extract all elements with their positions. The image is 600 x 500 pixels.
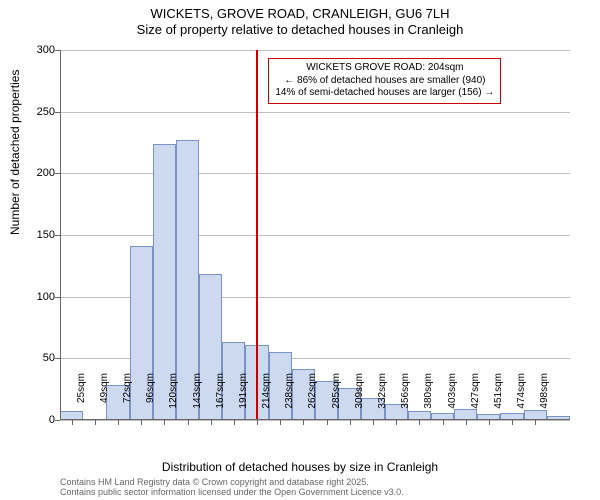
x-tick-label: 191sqm [238, 373, 249, 423]
x-tick-label: 332sqm [377, 373, 388, 423]
x-tick-label: 380sqm [423, 373, 434, 423]
x-tick-label: 72sqm [122, 373, 133, 423]
x-tick-mark [188, 420, 189, 425]
x-tick-mark [327, 420, 328, 425]
x-tick-label: 214sqm [261, 373, 272, 423]
x-tick-mark [535, 420, 536, 425]
x-tick-mark [350, 420, 351, 425]
footer-line-2: Contains public sector information licen… [60, 487, 404, 497]
x-tick-label: 498sqm [539, 373, 550, 423]
x-tick-mark [489, 420, 490, 425]
x-axis-line [60, 419, 570, 420]
x-tick-label: 49sqm [99, 373, 110, 423]
title-block: WICKETS, GROVE ROAD, CRANLEIGH, GU6 7LH … [0, 0, 600, 37]
chart-subtitle: Size of property relative to detached ho… [0, 22, 600, 37]
y-tick-label: 100 [15, 291, 55, 303]
x-tick-mark [72, 420, 73, 425]
x-tick-label: 25sqm [76, 373, 87, 423]
footer-line-1: Contains HM Land Registry data © Crown c… [60, 477, 404, 487]
y-tick-label: 150 [15, 229, 55, 241]
attribution-footer: Contains HM Land Registry data © Crown c… [60, 477, 404, 498]
x-tick-mark [396, 420, 397, 425]
x-tick-label: 403sqm [447, 373, 458, 423]
x-tick-mark [257, 420, 258, 425]
y-tick-mark [55, 420, 60, 421]
x-tick-label: 309sqm [354, 373, 365, 423]
x-tick-mark [164, 420, 165, 425]
annotation-line: WICKETS GROVE ROAD: 204sqm [275, 62, 494, 75]
chart-title: WICKETS, GROVE ROAD, CRANLEIGH, GU6 7LH [0, 6, 600, 21]
x-tick-mark [303, 420, 304, 425]
x-tick-mark [141, 420, 142, 425]
y-axis-label: Number of detached properties [8, 70, 22, 235]
y-axis-line [60, 50, 61, 420]
x-tick-mark [118, 420, 119, 425]
y-tick-label: 300 [15, 44, 55, 56]
grid-line [60, 173, 570, 174]
x-axis-label: Distribution of detached houses by size … [0, 460, 600, 474]
grid-line [60, 112, 570, 113]
x-tick-mark [211, 420, 212, 425]
reference-line [256, 50, 258, 420]
x-tick-label: 167sqm [215, 373, 226, 423]
x-tick-mark [95, 420, 96, 425]
x-tick-label: 285sqm [331, 373, 342, 423]
y-tick-label: 50 [15, 352, 55, 364]
x-tick-mark [234, 420, 235, 425]
x-tick-label: 238sqm [284, 373, 295, 423]
x-tick-mark [512, 420, 513, 425]
chart-container: WICKETS, GROVE ROAD, CRANLEIGH, GU6 7LH … [0, 0, 600, 500]
x-tick-label: 262sqm [307, 373, 318, 423]
x-tick-mark [373, 420, 374, 425]
grid-line [60, 235, 570, 236]
annotation-box: WICKETS GROVE ROAD: 204sqm← 86% of detac… [268, 58, 501, 104]
x-tick-label: 427sqm [470, 373, 481, 423]
x-tick-label: 451sqm [493, 373, 504, 423]
x-tick-label: 474sqm [516, 373, 527, 423]
grid-line [60, 50, 570, 51]
y-tick-label: 200 [15, 167, 55, 179]
y-tick-label: 0 [15, 414, 55, 426]
x-tick-mark [280, 420, 281, 425]
x-tick-label: 143sqm [192, 373, 203, 423]
plot-area: 050100150200250300WICKETS GROVE ROAD: 20… [60, 50, 570, 420]
x-tick-label: 356sqm [400, 373, 411, 423]
y-tick-label: 250 [15, 106, 55, 118]
x-tick-mark [419, 420, 420, 425]
annotation-line: 14% of semi-detached houses are larger (… [275, 87, 494, 100]
x-tick-label: 120sqm [168, 373, 179, 423]
x-tick-mark [443, 420, 444, 425]
x-tick-label: 96sqm [145, 373, 156, 423]
x-tick-mark [466, 420, 467, 425]
annotation-line: ← 86% of detached houses are smaller (94… [275, 75, 494, 88]
